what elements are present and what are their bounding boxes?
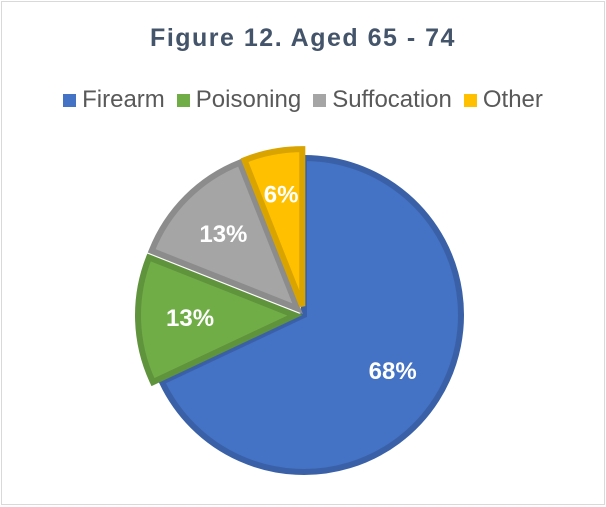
legend: Firearm Poisoning Suffocation Other bbox=[2, 86, 604, 114]
legend-item-firearm: Firearm bbox=[63, 86, 165, 114]
pie-slice-firearm bbox=[157, 154, 464, 475]
data-label-other: 6% bbox=[264, 182, 299, 209]
legend-label-poisoning: Poisoning bbox=[195, 86, 302, 113]
pie-slice-poisoning bbox=[135, 253, 303, 387]
chart-title: Figure 12. Aged 65 - 74 bbox=[150, 24, 456, 52]
legend-label-other: Other bbox=[482, 86, 543, 113]
legend-swatch-poisoning bbox=[176, 93, 190, 107]
pie-slice-suffocation bbox=[147, 158, 303, 314]
legend-label-firearm: Firearm bbox=[82, 86, 165, 113]
pie-slice-other bbox=[240, 146, 306, 308]
legend-item-other: Other bbox=[463, 86, 543, 114]
data-label-firearm: 68% bbox=[369, 358, 417, 385]
data-label-suffocation: 13% bbox=[199, 221, 247, 248]
legend-item-suffocation: Suffocation bbox=[313, 86, 452, 114]
legend-swatch-firearm bbox=[63, 93, 77, 107]
legend-swatch-suffocation bbox=[313, 93, 327, 107]
legend-swatch-other bbox=[463, 93, 477, 107]
legend-item-poisoning: Poisoning bbox=[176, 86, 302, 114]
legend-label-suffocation: Suffocation bbox=[332, 86, 452, 113]
data-label-poisoning: 13% bbox=[166, 305, 214, 332]
